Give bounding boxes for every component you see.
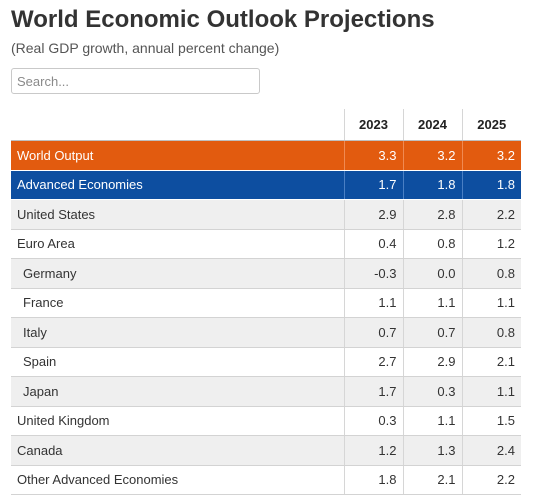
search-input[interactable]: [11, 68, 260, 94]
table-body: World Output 3.3 3.2 3.2 Advanced Economies 1…: [11, 140, 521, 495]
value-cell-2025: 0.8: [461, 258, 521, 289]
value-cell-2024: 0.0: [402, 258, 462, 289]
value-cell-2023: 1.1: [343, 288, 403, 318]
row-label: Advanced Economies: [11, 170, 344, 200]
value-cell-2024: 2.9: [402, 347, 462, 377]
row-label: Germany: [11, 258, 344, 289]
value-cell-2023: 1.7: [343, 170, 403, 200]
value-cell-2023: 2.7: [343, 347, 403, 377]
row-label: United States: [11, 199, 344, 230]
value-cell-2025: 1.1: [461, 288, 521, 318]
column-header-2023[interactable]: 2023: [343, 109, 403, 141]
row-label: Other Advanced Economies: [11, 465, 344, 495]
value-cell-2023: 2.9: [343, 199, 403, 230]
table-row: Canada 1.2 1.3 2.4: [11, 435, 521, 466]
row-label: World Output: [11, 140, 344, 171]
value-cell-2023: 1.2: [343, 435, 403, 466]
value-cell-2023: 3.3: [343, 140, 403, 171]
value-cell-2023: 0.4: [343, 229, 403, 259]
value-cell-2024: 2.1: [402, 465, 462, 495]
table-row: Advanced Economies 1.7 1.8 1.8: [11, 170, 521, 200]
table-row: Euro Area 0.4 0.8 1.2: [11, 229, 521, 259]
table-row: United Kingdom 0.3 1.1 1.5: [11, 406, 521, 436]
value-cell-2023: 0.3: [343, 406, 403, 436]
value-cell-2024: 2.8: [402, 199, 462, 230]
table-row: Other Advanced Economies 1.8 2.1 2.2: [11, 465, 521, 495]
table-row: Spain 2.7 2.9 2.1: [11, 347, 521, 377]
page-title: World Economic Outlook Projections: [11, 6, 435, 33]
row-label: France: [11, 288, 344, 318]
row-label: Euro Area: [11, 229, 344, 259]
table-row: World Output 3.3 3.2 3.2: [11, 140, 521, 171]
value-cell-2023: 1.7: [343, 376, 403, 407]
header-row: 2023 2024 2025: [11, 109, 521, 141]
value-cell-2024: 1.3: [402, 435, 462, 466]
value-cell-2025: 0.8: [461, 317, 521, 348]
value-cell-2025: 1.8: [461, 170, 521, 200]
value-cell-2025: 2.2: [461, 199, 521, 230]
table-row: United States 2.9 2.8 2.2: [11, 199, 521, 230]
projections-table: 2023 2024 2025 World Output 3.3 3.2 3.2 Adva…: [11, 109, 521, 495]
table-row: Germany -0.3 0.0 0.8: [11, 258, 521, 289]
value-cell-2024: 0.7: [402, 317, 462, 348]
table-row: France 1.1 1.1 1.1: [11, 288, 521, 318]
value-cell-2025: 1.1: [461, 376, 521, 407]
value-cell-2023: 0.7: [343, 317, 403, 348]
value-cell-2025: 2.2: [461, 465, 521, 495]
row-label: United Kingdom: [11, 406, 344, 436]
value-cell-2025: 2.4: [461, 435, 521, 466]
page-subtitle: (Real GDP growth, annual percent change): [11, 40, 280, 56]
value-cell-2023: -0.3: [343, 258, 403, 289]
value-cell-2025: 3.2: [461, 140, 521, 171]
value-cell-2024: 0.3: [402, 376, 462, 407]
value-cell-2025: 1.5: [461, 406, 521, 436]
value-cell-2024: 1.8: [402, 170, 462, 200]
table-row: Japan 1.7 0.3 1.1: [11, 376, 521, 407]
value-cell-2025: 1.2: [461, 229, 521, 259]
row-label: Japan: [11, 376, 344, 407]
row-label: Spain: [11, 347, 344, 377]
value-cell-2025: 2.1: [461, 347, 521, 377]
value-cell-2024: 1.1: [402, 406, 462, 436]
value-cell-2024: 0.8: [402, 229, 462, 259]
value-cell-2023: 1.8: [343, 465, 403, 495]
value-cell-2024: 3.2: [402, 140, 462, 171]
table-row: Italy 0.7 0.7 0.8: [11, 317, 521, 348]
row-label: Canada: [11, 435, 344, 466]
column-header-2025[interactable]: 2025: [461, 109, 521, 141]
row-label: Italy: [11, 317, 344, 348]
header-label-cell: [11, 109, 344, 141]
value-cell-2024: 1.1: [402, 288, 462, 318]
column-header-2024[interactable]: 2024: [402, 109, 462, 141]
